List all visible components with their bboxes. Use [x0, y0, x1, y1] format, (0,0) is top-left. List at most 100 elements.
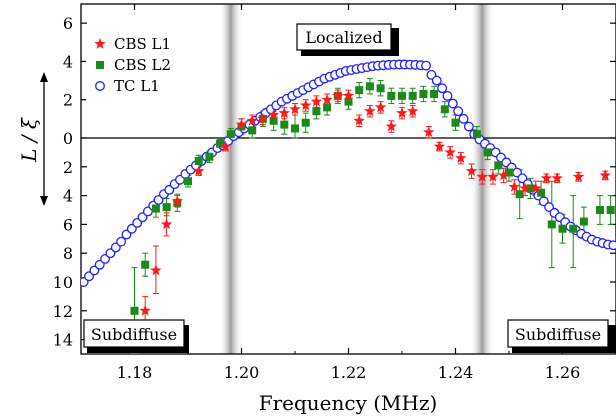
point-star — [246, 114, 258, 126]
point-square — [226, 130, 235, 139]
point-star — [444, 146, 456, 158]
point-square — [408, 91, 417, 100]
y-axis-title: L / ξ — [17, 117, 41, 163]
point-circle — [437, 83, 448, 94]
point-star — [476, 170, 488, 182]
point-star — [519, 182, 531, 194]
point-star — [572, 170, 585, 182]
y-tick-label-bottom: 10 — [53, 273, 73, 292]
point-square — [526, 184, 535, 193]
point-star — [342, 89, 355, 101]
x-tick-label: 1.24 — [438, 363, 474, 382]
point-square — [505, 168, 513, 177]
y-axis-arrow — [40, 72, 48, 206]
point-square — [280, 120, 289, 129]
y-tick-label-bottom: 4 — [63, 187, 73, 206]
point-star — [455, 152, 467, 163]
point-star — [289, 103, 301, 115]
point-square — [430, 89, 439, 98]
point-square — [184, 177, 192, 186]
point-square — [398, 91, 406, 100]
legend-label: CBS L2 — [114, 56, 171, 74]
point-square — [291, 124, 299, 133]
point-star — [332, 89, 344, 101]
point-star — [267, 109, 280, 120]
point-square — [595, 206, 604, 214]
point-star — [551, 172, 563, 184]
point-star — [353, 114, 365, 126]
point-square — [606, 206, 615, 214]
point-square — [472, 130, 481, 139]
y-tick-label-top: 2 — [63, 91, 73, 110]
point-square — [194, 157, 203, 166]
subdiffuse-left-label: Subdiffuse — [91, 325, 177, 344]
point-star — [433, 140, 446, 152]
point-star — [160, 218, 173, 230]
point-star — [310, 95, 323, 107]
point-circle — [116, 236, 127, 247]
point-star — [407, 105, 419, 117]
point-square — [205, 152, 214, 161]
point-square — [451, 118, 460, 127]
point-star — [257, 112, 269, 124]
point-square — [141, 260, 150, 269]
point-circle — [458, 113, 469, 124]
point-square — [216, 139, 225, 148]
point-star — [364, 105, 376, 117]
point-square — [387, 91, 396, 100]
localized-label: Localized — [305, 28, 382, 47]
point-circle — [431, 75, 442, 86]
x-axis-title: Frequency (MHz) — [259, 391, 438, 415]
point-square — [419, 89, 428, 98]
point-square — [537, 188, 546, 197]
y-tick-label-bottom: 2 — [63, 158, 73, 177]
point-square — [376, 84, 385, 93]
point-star — [497, 169, 510, 181]
y-tick-label-bottom: 6 — [63, 215, 73, 234]
point-star — [396, 107, 408, 118]
tick-labels: 1.18 1.20 1.22 1.24 1.26 0 2 4 6 2 4 6 8 10 12 14 — [53, 14, 581, 382]
y-tick-label-bottom: 12 — [53, 302, 73, 321]
point-star — [219, 140, 232, 152]
point-square — [579, 217, 588, 226]
shaded-band-0 — [218, 4, 243, 354]
localized-box: Localized — [296, 23, 399, 56]
point-square — [515, 190, 524, 199]
point-square — [269, 116, 278, 125]
point-circle — [442, 90, 453, 101]
shaded-bands — [218, 4, 495, 354]
point-star — [540, 172, 553, 184]
legend-label: TC L1 — [114, 77, 160, 95]
point-square — [344, 97, 353, 106]
point-star — [487, 170, 499, 182]
error-bars — [131, 78, 614, 354]
point-square — [151, 204, 160, 213]
point-square — [323, 103, 332, 112]
point-star — [374, 101, 387, 113]
data-markers — [81, 59, 616, 316]
point-square — [547, 220, 556, 229]
y-tick-label-bottom: 8 — [63, 244, 73, 263]
point-star — [321, 93, 333, 105]
legend-marker-star — [94, 38, 106, 49]
point-square — [355, 86, 364, 95]
point-circle — [421, 60, 432, 71]
y-tick-label-top: 0 — [63, 129, 73, 148]
point-circle — [608, 240, 616, 251]
legend-marker-circle — [95, 81, 105, 91]
legend-marker-square — [96, 61, 104, 69]
subdiffuse-right-label: Subdiffuse — [515, 325, 601, 344]
point-square — [130, 306, 139, 315]
subdiffuse-left-box: Subdiffuse — [83, 319, 189, 353]
point-star — [423, 126, 435, 138]
point-star — [139, 304, 151, 316]
y-tick-label-top: 4 — [63, 52, 73, 71]
x-tick-label: 1.26 — [545, 363, 581, 382]
x-tick-label: 1.22 — [331, 363, 367, 382]
point-star — [171, 195, 183, 207]
point-star — [385, 120, 397, 132]
point-square — [162, 203, 171, 212]
point-circle — [447, 98, 458, 109]
point-square — [483, 148, 492, 157]
point-circle — [453, 106, 464, 117]
